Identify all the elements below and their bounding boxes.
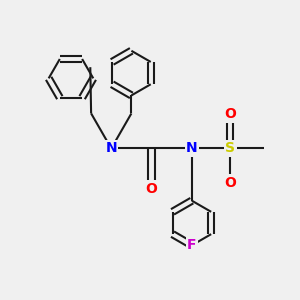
Text: S: S: [225, 142, 235, 155]
Text: F: F: [187, 238, 196, 252]
Text: O: O: [224, 107, 236, 121]
Text: O: O: [146, 182, 158, 196]
Text: N: N: [105, 142, 117, 155]
Text: N: N: [186, 142, 198, 155]
Text: O: O: [224, 176, 236, 190]
